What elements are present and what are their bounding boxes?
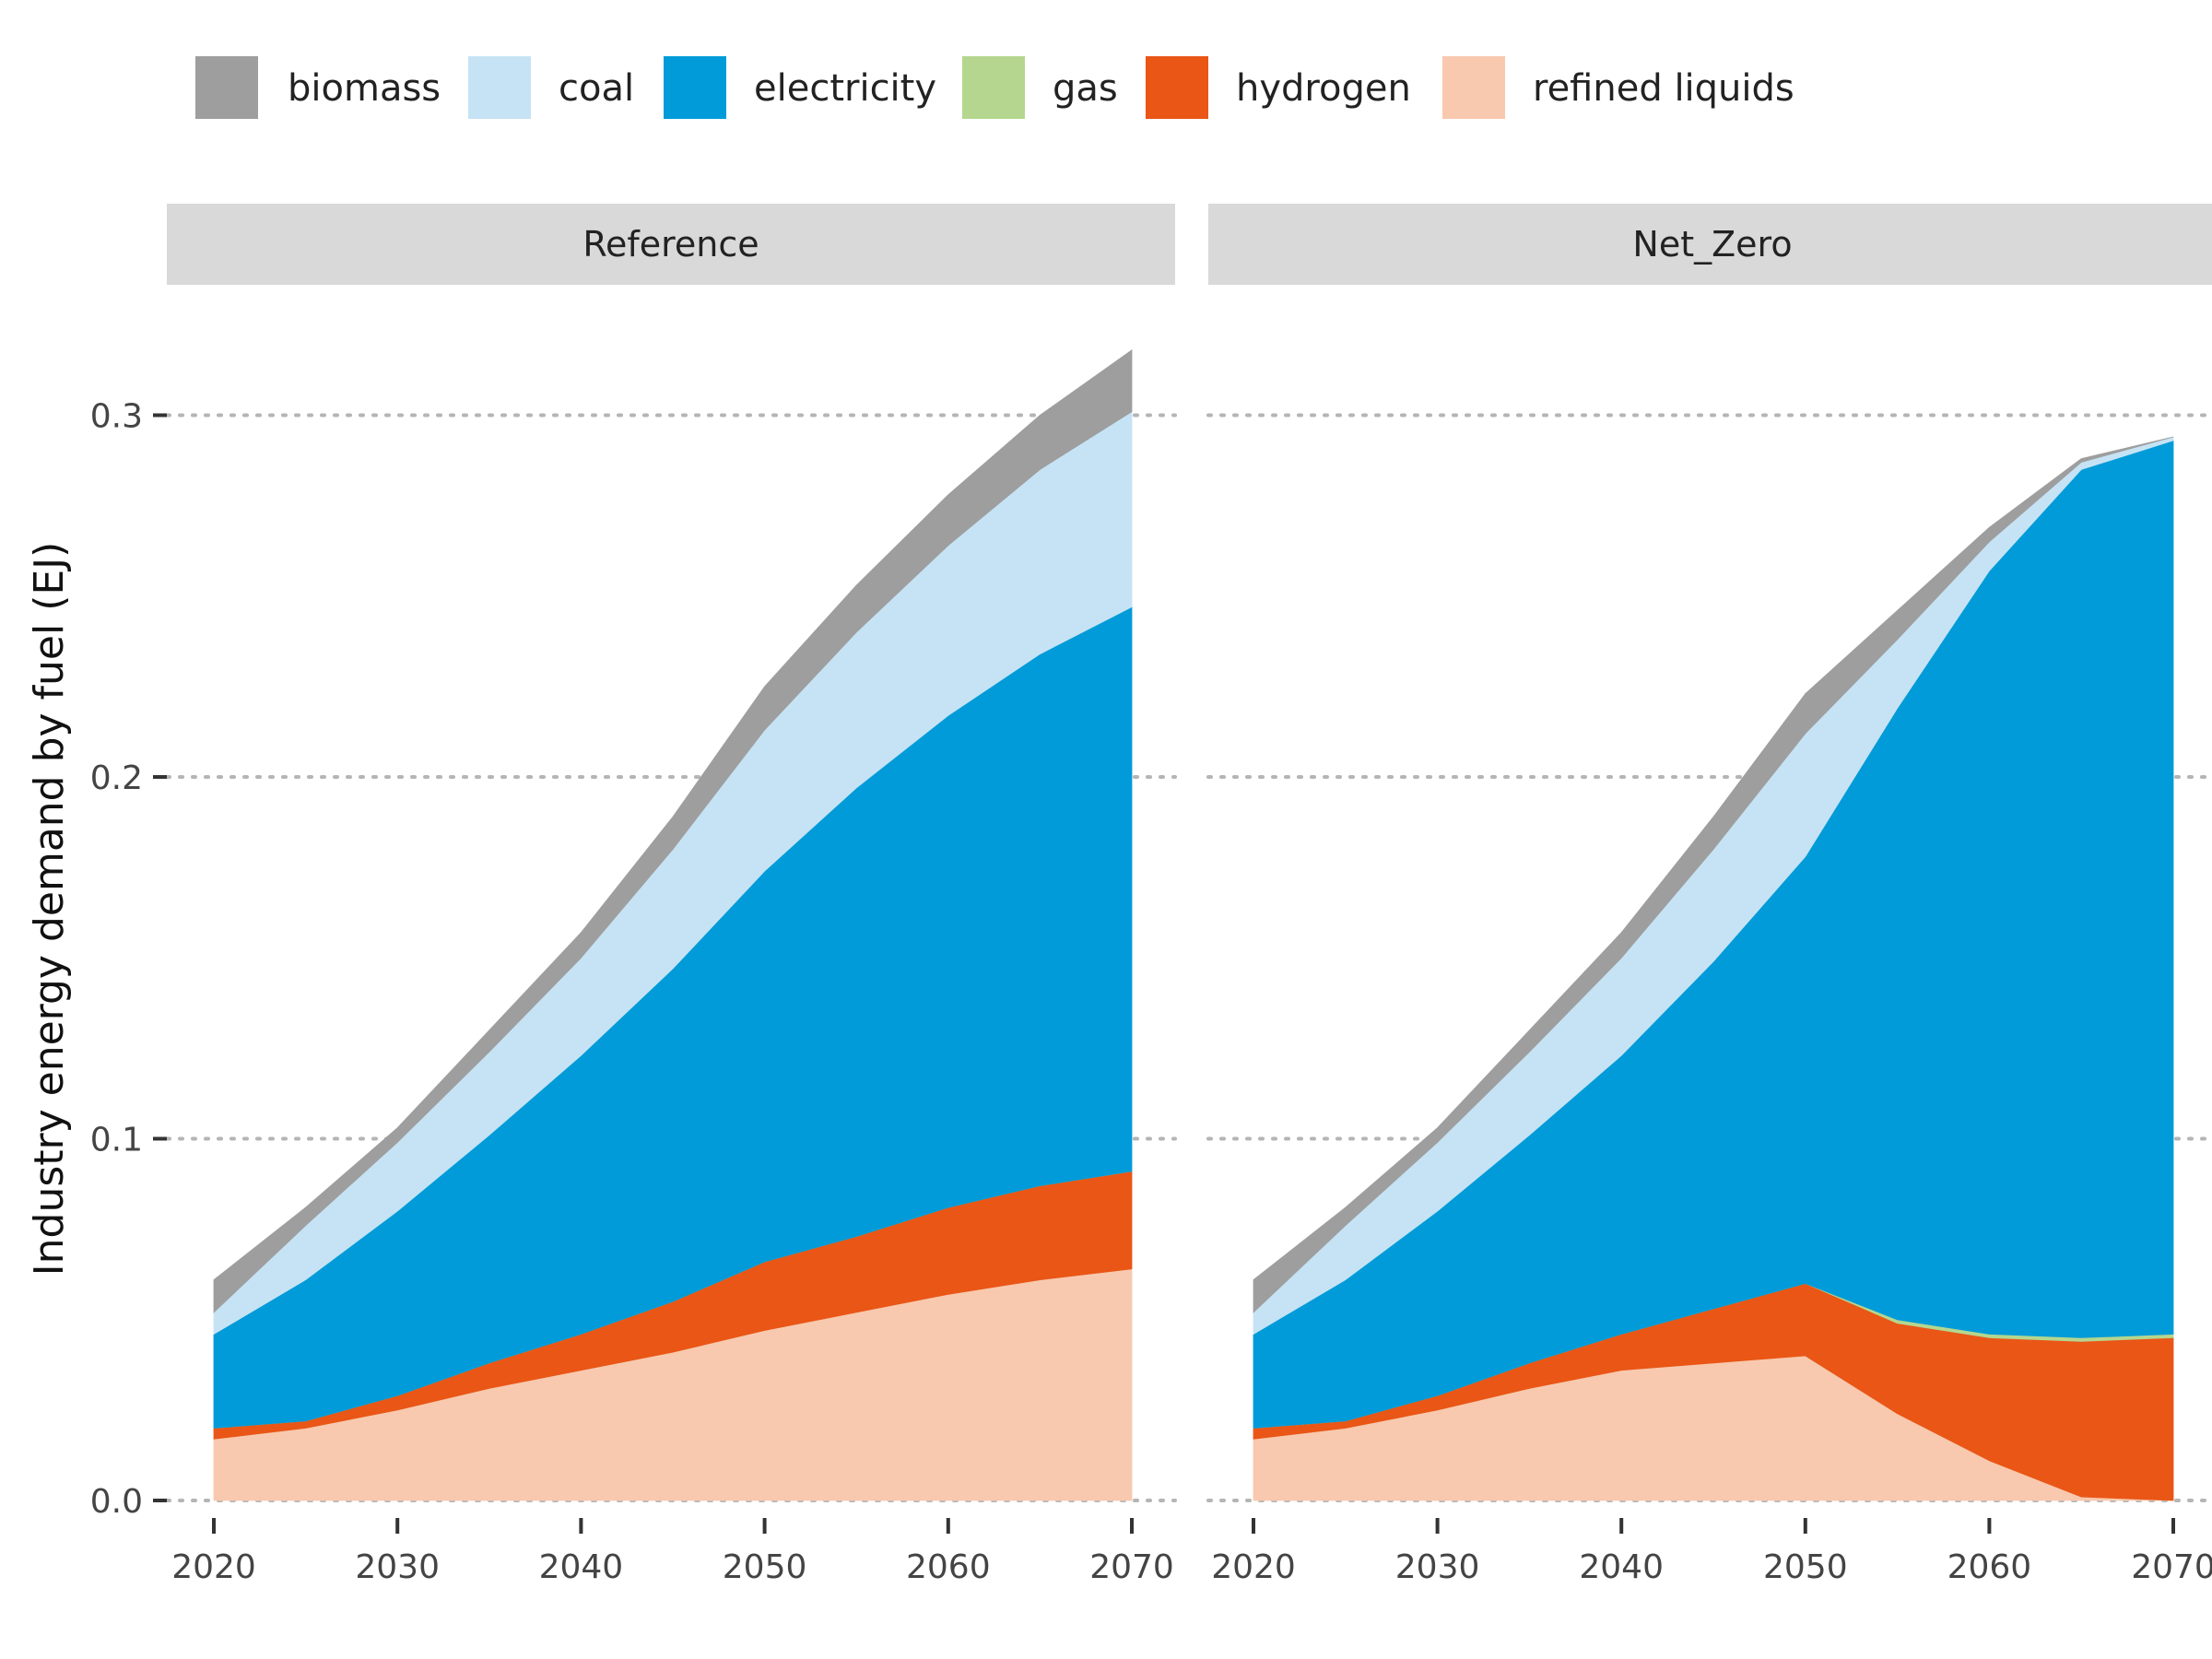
legend-label-electricity: electricity — [754, 67, 936, 110]
y-tick-label: 0.1 — [90, 1122, 143, 1159]
area-biomass — [213, 349, 1133, 1313]
panel-net-zero: Net_Zero 2020 2030 2040 2050 2060 2070 — [1206, 204, 2212, 1586]
legend-item-gas: gas — [962, 56, 1118, 119]
facet-strip-net-zero — [1208, 204, 2212, 285]
legend-label-gas: gas — [1053, 67, 1118, 110]
x-tick-label: 2040 — [1579, 1548, 1664, 1586]
y-tick-label: 0.3 — [90, 398, 143, 436]
legend-item-coal: coal — [468, 56, 634, 119]
x-tick-label: 2030 — [355, 1548, 440, 1586]
legend-swatch-electricity — [664, 56, 726, 119]
legend-swatch-gas — [962, 56, 1025, 119]
legend-item-hydrogen: hydrogen — [1146, 56, 1411, 119]
legend-swatch-biomass — [195, 56, 258, 119]
legend-label-biomass: biomass — [288, 67, 441, 110]
legend-swatch-hydrogen — [1146, 56, 1208, 119]
legend-label-coal: coal — [559, 67, 634, 110]
x-tick-label: 2020 — [1211, 1548, 1296, 1586]
x-tick-label: 2060 — [1947, 1548, 2032, 1586]
legend-item-electricity: electricity — [664, 56, 936, 119]
x-tick-label: 2060 — [906, 1548, 991, 1586]
x-tick-label: 2030 — [1395, 1548, 1480, 1586]
legend: biomass coal electricity gas hydrogen refined… — [195, 56, 1794, 119]
y-tick-label: 0.0 — [90, 1483, 143, 1521]
y-tick-label: 0.2 — [90, 759, 143, 797]
x-tick-label: 2070 — [2131, 1548, 2212, 1586]
panel-reference: Reference 0.0 0.1 0.2 0.3 2020 2030 2040 2050 206… — [90, 204, 1177, 1586]
x-tick-label: 2020 — [171, 1548, 256, 1586]
legend-label-hydrogen: hydrogen — [1236, 67, 1411, 110]
legend-item-biomass: biomass — [195, 56, 441, 119]
facet-title-net-zero: Net_Zero — [1632, 224, 1792, 265]
x-tick-label: 2050 — [723, 1548, 807, 1586]
area-biomass — [1253, 436, 2174, 1313]
x-tick-label: 2040 — [539, 1548, 624, 1586]
legend-item-refined-liquids: refined liquids — [1442, 56, 1794, 119]
legend-swatch-coal — [468, 56, 531, 119]
facet-strip-reference — [167, 204, 1175, 285]
facet-title-reference: Reference — [582, 224, 759, 265]
x-tick-label: 2070 — [1089, 1548, 1174, 1586]
legend-label-refined-liquids: refined liquids — [1533, 67, 1794, 110]
y-axis-title: Industry energy demand by fuel (EJ) — [26, 542, 73, 1277]
x-tick-label: 2050 — [1763, 1548, 1848, 1586]
facet-panels: Reference 0.0 0.1 0.2 0.3 2020 2030 2040 2050 206… — [90, 204, 2212, 1586]
legend-swatch-refined-liquids — [1442, 56, 1505, 119]
